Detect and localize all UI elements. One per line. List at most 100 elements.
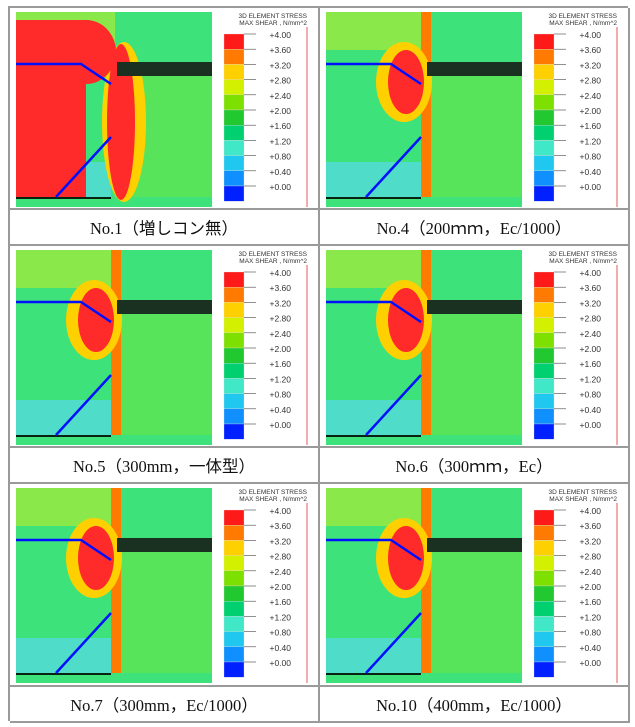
legend-tick-label: +2.00 (579, 582, 601, 592)
legend-tick-label: +0.00 (579, 658, 601, 668)
slab-band (427, 538, 522, 552)
legend-swatch (223, 423, 245, 440)
legend-swatch (533, 79, 555, 95)
legend-title: MAX SHEAR , N/mm^2 (549, 20, 617, 27)
legend-tick-label: +0.40 (269, 405, 291, 415)
contour-region-base (16, 638, 111, 673)
figure-grid: 3D ELEMENT STRESS MAX SHEAR , N/mm^2 +4.00… (8, 6, 630, 723)
legend-swatch (533, 616, 555, 632)
legend-tick-label: +2.00 (579, 344, 601, 354)
slab-band (117, 538, 212, 552)
legend-swatch (223, 540, 245, 556)
legend-tick-label: +2.40 (269, 329, 291, 339)
legend-tick-label: +0.40 (579, 167, 601, 177)
legend-swatch (533, 94, 555, 111)
legend-tick-label: +1.60 (269, 121, 291, 131)
legend-swatch (223, 185, 245, 202)
legend-tick-label: +1.60 (579, 597, 601, 607)
legend-tick-label: +2.80 (579, 552, 601, 562)
high-stress-zone (388, 288, 424, 352)
legend-swatch (533, 347, 555, 364)
panel-no6: 3D ELEMENT STRESS MAX SHEAR , N/mm^2 +4.00… (320, 246, 630, 484)
legend-swatch (223, 378, 245, 394)
panel-caption: No.10（400mm，Ec/1000） (320, 685, 628, 721)
legend-swatch (533, 170, 555, 187)
legend-swatch (533, 393, 555, 409)
legend-swatch (223, 125, 245, 141)
legend-tick-label: +3.60 (269, 283, 291, 293)
legend-tick-label: +3.60 (269, 521, 291, 531)
legend-swatch (223, 287, 245, 303)
legend-tick-label: +0.40 (579, 643, 601, 653)
legend-tick-label: +0.00 (579, 182, 601, 192)
legend-swatch (533, 332, 555, 349)
legend-swatch (533, 525, 555, 541)
legend-tick-label: +0.80 (269, 628, 291, 638)
legend-tick-label: +0.80 (579, 152, 601, 162)
legend-swatch (533, 408, 555, 425)
base-line (16, 435, 111, 437)
high-stress-zone (78, 526, 114, 590)
legend-swatch (223, 332, 245, 349)
legend-title: 3D ELEMENT STRESS (238, 251, 307, 258)
section-outline (326, 62, 422, 86)
section-outline (16, 538, 112, 562)
legend-swatch (533, 509, 555, 526)
section-outline (55, 612, 112, 674)
legend-tick-label: +3.20 (579, 60, 601, 70)
high-stress-zone (388, 50, 424, 114)
legend-swatch (533, 155, 555, 171)
legend-swatch (223, 631, 245, 647)
legend-swatch (533, 661, 555, 678)
legend-tick-label: +1.20 (269, 612, 291, 622)
legend-swatch (223, 155, 245, 171)
legend-swatch (533, 555, 555, 571)
panel-caption: No.6（300ｍｍ，Ec） (320, 446, 628, 482)
legend-tick-label: +3.20 (269, 60, 291, 70)
legend-tick-label: +0.00 (269, 658, 291, 668)
legend-tick-label: +3.60 (579, 521, 601, 531)
legend-tick-label: +2.00 (579, 106, 601, 116)
legend-tick-label: +0.80 (269, 152, 291, 162)
legend-swatch (533, 49, 555, 65)
legend-title: 3D ELEMENT STRESS (548, 489, 617, 496)
legend-swatch (223, 33, 245, 50)
legend-swatch (533, 109, 555, 126)
base-line (326, 435, 421, 437)
section-outline (55, 374, 112, 436)
legend-tick-label: +4.00 (579, 30, 601, 40)
legend-tick-label: +0.40 (269, 643, 291, 653)
legend-tick-label: +3.20 (269, 298, 291, 308)
slab-band (427, 300, 522, 314)
legend-swatch (223, 585, 245, 602)
legend-tick-label: +0.80 (579, 390, 601, 400)
legend-tick-label: +2.40 (579, 329, 601, 339)
legend-tick-label: +2.00 (269, 582, 291, 592)
legend-swatch (223, 302, 245, 318)
legend-swatch (533, 64, 555, 80)
contour-region-low (429, 64, 522, 197)
high-stress-zone (56, 20, 116, 84)
slab-band (117, 62, 212, 76)
legend-swatch (223, 49, 245, 65)
panel-no1: 3D ELEMENT STRESS MAX SHEAR , N/mm^2 +4.00… (10, 8, 320, 246)
legend-tick-label: +1.20 (269, 374, 291, 384)
high-stress-zone (388, 526, 424, 590)
legend-swatch (223, 271, 245, 288)
legend-tick-label: +3.20 (579, 536, 601, 546)
legend-tick-label: +2.80 (579, 76, 601, 86)
legend-swatch (533, 287, 555, 303)
legend-title: 3D ELEMENT STRESS (238, 489, 307, 496)
legend-title: 3D ELEMENT STRESS (548, 13, 617, 20)
legend-swatch (533, 570, 555, 587)
legend-tick-label: +1.60 (579, 359, 601, 369)
legend-tick-label: +0.40 (269, 167, 291, 177)
contour-region-base (326, 162, 421, 197)
legend-title: MAX SHEAR , N/mm^2 (239, 496, 307, 503)
legend-tick-label: +1.20 (579, 136, 601, 146)
section-outline (365, 612, 422, 674)
legend-swatch (223, 347, 245, 364)
section-outline (326, 538, 422, 562)
